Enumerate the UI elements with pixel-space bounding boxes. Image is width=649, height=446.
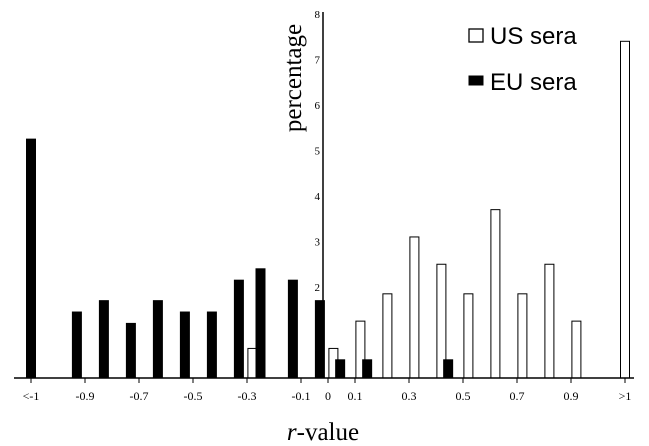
y-axis-ticks: 1 2 3 4 5 6 7 8 xyxy=(315,9,321,340)
x-tick-label: 0 xyxy=(325,389,331,403)
y-tick-label: 4 xyxy=(315,191,321,203)
eu-sera-bars xyxy=(26,138,454,379)
us-sera-bar xyxy=(409,236,420,379)
y-tick-label: 7 xyxy=(315,55,321,67)
x-tick-label: 0.7 xyxy=(510,389,525,403)
eu-sera-bar xyxy=(443,359,454,379)
x-axis-label-italic: r xyxy=(287,419,297,446)
eu-sera-bar xyxy=(362,359,373,379)
eu-sera-bar xyxy=(335,359,346,379)
us-sera-bar xyxy=(517,293,528,379)
y-tick-label: 3 xyxy=(315,237,321,249)
eu-sera-bar xyxy=(287,279,298,379)
y-tick-label: 5 xyxy=(315,146,321,158)
us-sera-bar xyxy=(463,293,474,379)
us-sera-bar xyxy=(544,263,555,379)
x-axis-label: r-value xyxy=(287,419,359,446)
x-tick-label: <-1 xyxy=(23,389,40,403)
x-tick-label: 0.1 xyxy=(348,389,363,403)
us-sera-bar xyxy=(490,209,501,379)
x-tick-label: -0.3 xyxy=(238,389,257,403)
x-tick-label: 0.3 xyxy=(402,389,417,403)
x-tick-label: -0.1 xyxy=(292,389,311,403)
y-tick-label: 2 xyxy=(315,282,321,294)
us-sera-bars xyxy=(247,40,630,379)
us-sera-bar xyxy=(571,320,582,379)
x-axis-label-rest: -value xyxy=(297,419,359,446)
eu-sera-bar xyxy=(179,311,190,379)
us-sera-bar xyxy=(620,40,630,379)
y-tick-label: 1 xyxy=(315,328,321,340)
legend-swatch-eu xyxy=(468,75,484,86)
legend-label-eu: EU sera xyxy=(490,69,577,96)
x-tick-label: >1 xyxy=(619,389,632,403)
eu-sera-bar xyxy=(152,300,163,379)
eu-sera-bar xyxy=(26,138,36,379)
eu-sera-bar xyxy=(71,311,82,379)
x-tick-label: -0.9 xyxy=(76,389,95,403)
x-tick-label: -0.5 xyxy=(184,389,203,403)
y-tick-label: 8 xyxy=(315,9,321,21)
eu-sera-bar xyxy=(98,300,109,379)
eu-sera-bar xyxy=(233,279,244,379)
legend: US sera EU sera xyxy=(468,23,577,96)
legend-label-us: US sera xyxy=(490,23,577,50)
x-axis-ticks: <-1 -0.9 -0.7 -0.5 -0.3 -0.1 0 0.1 0.3 0.5 0.7 0.9 >… xyxy=(23,378,632,403)
x-tick-label: 0.9 xyxy=(564,389,579,403)
y-tick-label: 6 xyxy=(315,100,321,112)
legend-swatch-us xyxy=(468,28,484,43)
us-sera-bar xyxy=(382,293,393,379)
x-tick-label: -0.7 xyxy=(130,389,149,403)
eu-sera-bar xyxy=(125,322,136,379)
x-tick-label: 0.5 xyxy=(456,389,471,403)
eu-sera-bar xyxy=(255,268,266,379)
y-axis-label: percentage xyxy=(280,24,307,132)
eu-sera-bar xyxy=(206,311,217,379)
